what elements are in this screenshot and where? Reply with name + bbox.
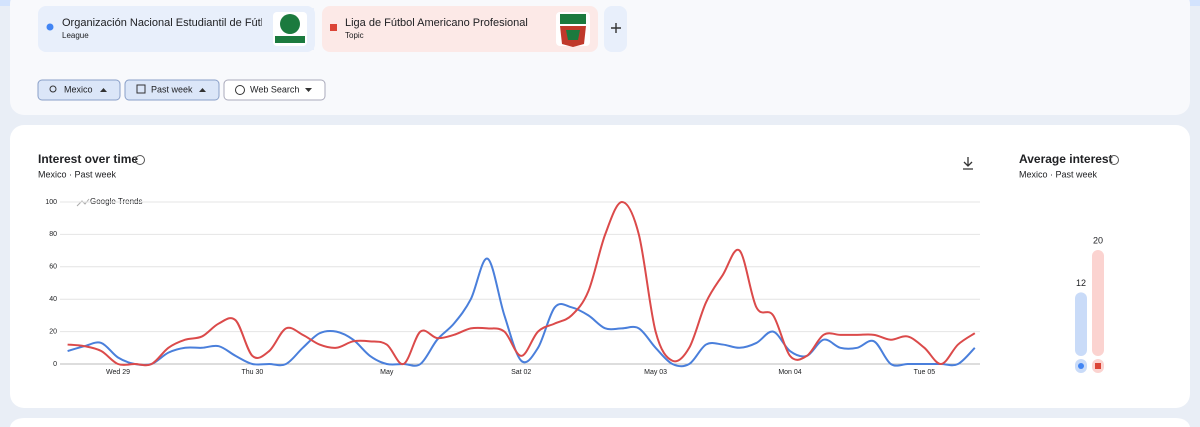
x-tick-label: Thu 30 <box>242 369 264 376</box>
avg-bar <box>1092 250 1104 356</box>
caret <box>305 88 312 92</box>
calendar-icon <box>136 84 146 94</box>
x-tick-label: Mon 04 <box>778 369 801 376</box>
logo-shape <box>566 30 580 40</box>
logo-shape <box>560 14 586 24</box>
topic-type: League <box>62 31 89 40</box>
info-icon <box>1109 155 1119 165</box>
y-tick-label: 80 <box>49 231 57 238</box>
filter-button[interactable] <box>223 79 326 101</box>
caret <box>100 88 107 92</box>
y-tick-label: 20 <box>49 328 57 335</box>
topic-name: Organización Nacional Estudiantil de Fút… <box>62 17 275 29</box>
filter-button[interactable] <box>37 79 121 101</box>
topic-type: Topic <box>345 31 364 40</box>
x-tick-label: Sat 02 <box>511 369 531 376</box>
y-tick-label: 40 <box>49 296 57 303</box>
download-icon[interactable] <box>963 157 973 170</box>
logo-shape <box>280 14 300 34</box>
x-tick-label: Wed 29 <box>106 369 130 376</box>
avg-dot <box>1095 363 1101 369</box>
chart-title: Interest over time <box>38 152 138 166</box>
topic-dot <box>46 23 54 31</box>
x-tick-label: May <box>380 369 394 376</box>
logo-shape <box>275 36 305 43</box>
topic-chip[interactable] <box>322 6 598 52</box>
avg-dot <box>1078 363 1084 369</box>
y-tick-label: 0 <box>53 361 57 368</box>
avg-subtitle: Mexico · Past week <box>1019 169 1098 179</box>
x-tick-label: Tue 05 <box>914 369 936 376</box>
avg-bar <box>1075 292 1087 356</box>
chart-subtitle: Mexico · Past week <box>38 169 117 179</box>
filter-label: Past week <box>151 84 193 94</box>
avg-title: Average interest <box>1019 152 1113 166</box>
topic-name: Liga de Fútbol Americano Profesional <box>345 17 528 29</box>
plus-icon <box>611 23 621 33</box>
topic-chip[interactable] <box>38 6 315 52</box>
x-tick-label: May 03 <box>644 369 667 376</box>
series-line <box>67 201 976 367</box>
y-tick-label: 60 <box>49 264 57 271</box>
caret <box>199 88 206 92</box>
avg-value: 20 <box>1093 235 1103 245</box>
topic-dot <box>330 24 337 31</box>
avg-value: 12 <box>1076 278 1086 288</box>
filter-label: Mexico <box>64 84 93 94</box>
series-line <box>67 257 976 368</box>
filter-button[interactable] <box>124 79 220 101</box>
y-tick-label: 100 <box>45 199 57 206</box>
next-card <box>10 418 1190 427</box>
pin-icon <box>49 85 57 93</box>
globe-icon <box>235 85 245 95</box>
info-icon <box>135 155 145 165</box>
filter-label: Web Search <box>250 84 299 94</box>
